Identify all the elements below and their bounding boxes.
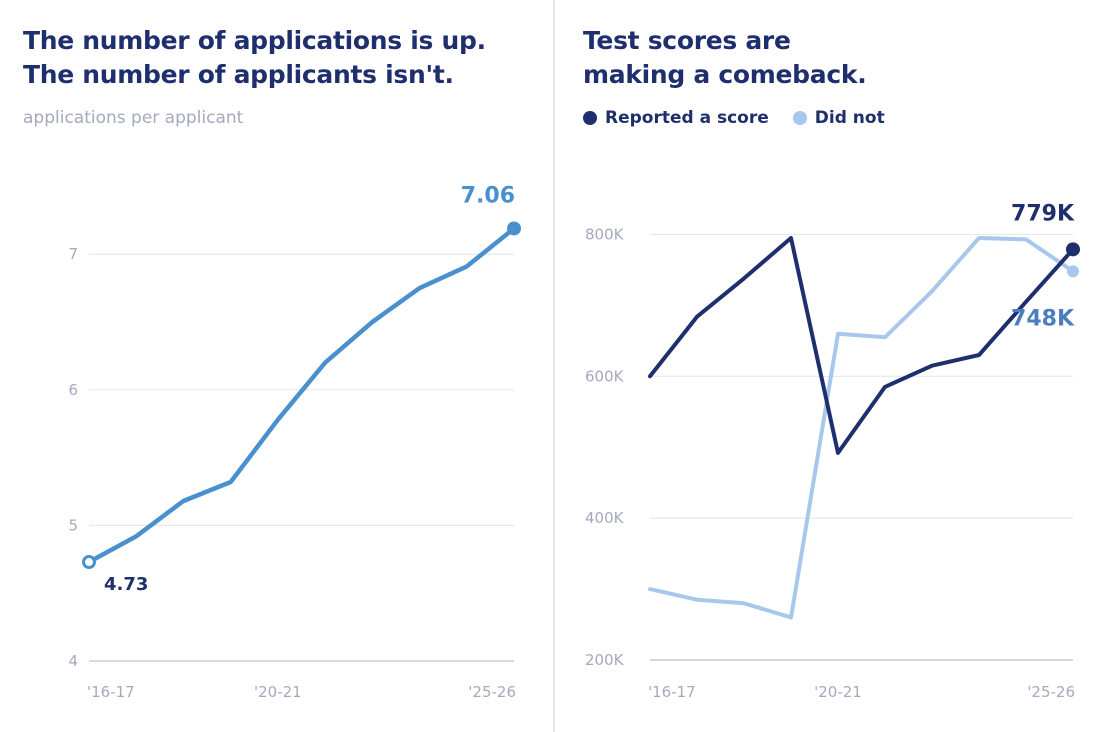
reported-end-marker [1066,242,1080,257]
series-line-0 [86,226,517,565]
y-tick-label: 200K [585,651,625,669]
test-scores-panel: Test scores are making a comeback. Repor… [555,0,1108,732]
right-chart-title-line-2: making a comeback. [583,60,867,89]
y-tick-label: 400K [585,509,625,527]
start-point-marker [82,555,96,570]
legend-label-reported: Reported a score [605,108,769,128]
right-chart-title-line-1: Test scores are [583,26,791,55]
y-tick-label: 600K [585,367,625,385]
start-value-label: 4.73 [104,574,148,595]
y-tick-label: 6 [68,381,78,399]
series-line-0 [648,236,1075,455]
x-tick-label: '16-17 [87,683,135,701]
left-chart-title-line-1: The number of applications is up. [23,26,486,55]
end-value-label: 7.06 [461,183,515,208]
x-tick-label: '16-17 [648,683,696,701]
test-scores-line-chart: 200K 400K 600K 800K '16-17 '20-21 '25-26 779K 74… [585,201,1080,701]
applications-panel: The number of applications is up. The nu… [0,0,553,732]
left-chart-subtitle: applications per applicant [23,108,244,128]
left-chart-title: The number of applications is up. The nu… [23,24,486,92]
legend-item-reported: Reported a score [583,108,769,128]
legend-label-did-not: Did not [814,108,885,128]
y-tick-label: 4 [68,652,78,670]
applications-line-chart: 4 5 6 7 '16-17 '20-21 '25-26 4.73 7.06 [68,183,521,701]
y-tick-label: 800K [585,225,625,243]
reported-end-label: 779K [1011,201,1075,226]
legend-item-did-not: Did not [792,108,885,128]
x-tick-label: '20-21 [254,683,302,701]
end-point-marker [507,221,521,236]
legend-swatch-reported [583,111,597,125]
panel-divider [553,0,555,732]
legend-swatch-did-not [792,111,807,125]
chart-legend: Reported a score Did not [583,108,885,128]
did-not-end-marker [1067,265,1079,278]
y-tick-label: 5 [68,516,78,534]
right-chart-title: Test scores are making a comeback. [583,24,867,92]
y-tick-label: 7 [68,245,78,263]
x-tick-label: '25-26 [1027,683,1075,701]
left-chart-title-line-2: The number of applicants isn't. [23,60,454,89]
x-tick-label: '20-21 [814,683,862,701]
did-not-end-label: 748K [1011,306,1075,331]
series-line-1 [648,236,1075,620]
x-tick-label: '25-26 [468,683,516,701]
